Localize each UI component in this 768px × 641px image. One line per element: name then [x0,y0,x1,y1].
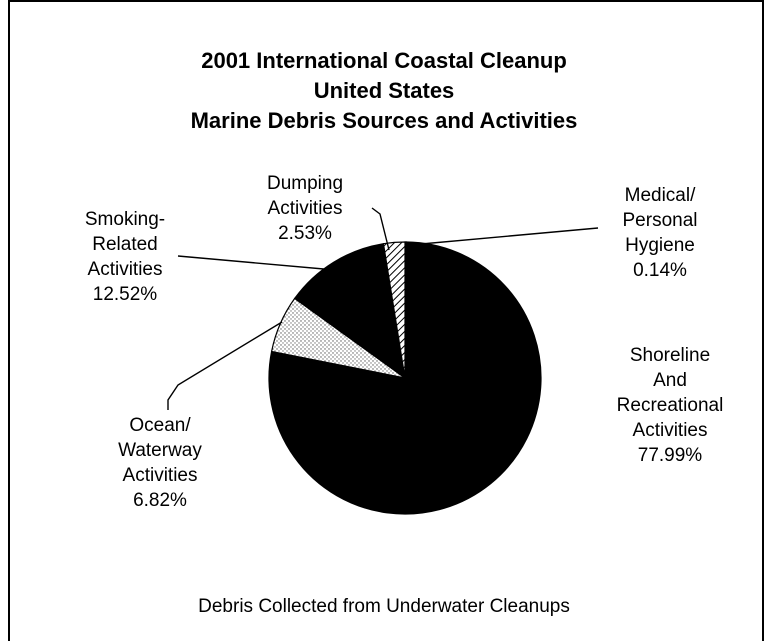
label-smoking-line-3: Activities [87,259,163,280]
label-ocean-value: 6.82% [133,490,187,511]
label-smoking: Smoking- Related Activities 12.52% [40,207,210,307]
label-medical-line-2: Personal [622,210,698,231]
label-smoking-value: 12.52% [92,284,158,305]
label-shoreline-line-3: Recreational [616,395,724,416]
label-dumping: Dumping Activities 2.53% [235,171,375,246]
label-dumping-line-2: Activities [267,198,343,219]
chart-title-line-1: 2001 International Coastal Cleanup [201,48,567,73]
label-ocean: Ocean/ Waterway Activities 6.82% [60,413,260,513]
slice-smoking [293,243,406,380]
label-medical-line-3: Hygiene [625,235,695,256]
label-medical-value: 0.14% [633,260,687,281]
label-shoreline: Shoreline And Recreational Activities 77… [570,343,768,468]
slice-dumping [382,241,406,379]
leader-ocean [167,321,283,410]
label-shoreline-line-2: And [653,370,687,391]
label-medical-line-1: Medical/ [624,185,696,206]
label-smoking-line-2: Related [92,234,158,255]
label-shoreline-line-4: Activities [632,420,708,441]
chart-title-line-3: Marine Debris Sources and Activities [190,108,578,133]
leader-smoking [177,255,336,271]
label-shoreline-value: 77.99% [637,445,703,466]
label-ocean-line-1: Ocean/ [129,415,191,436]
chart-footer: Debris Collected from Underwater Cleanup… [198,596,570,617]
label-dumping-line-1: Dumping [266,173,344,194]
label-medical: Medical/ Personal Hygiene 0.14% [585,183,735,283]
leader-medical [409,227,599,246]
label-smoking-line-1: Smoking- [84,209,166,230]
label-ocean-line-2: Waterway [118,440,202,461]
chart-frame [8,0,764,641]
leader-dumping [371,207,390,251]
label-dumping-value: 2.53% [278,223,332,244]
chart-title-line-2: United States [313,78,455,103]
label-ocean-line-3: Activities [122,465,198,486]
label-shoreline-line-1: Shoreline [629,345,711,366]
